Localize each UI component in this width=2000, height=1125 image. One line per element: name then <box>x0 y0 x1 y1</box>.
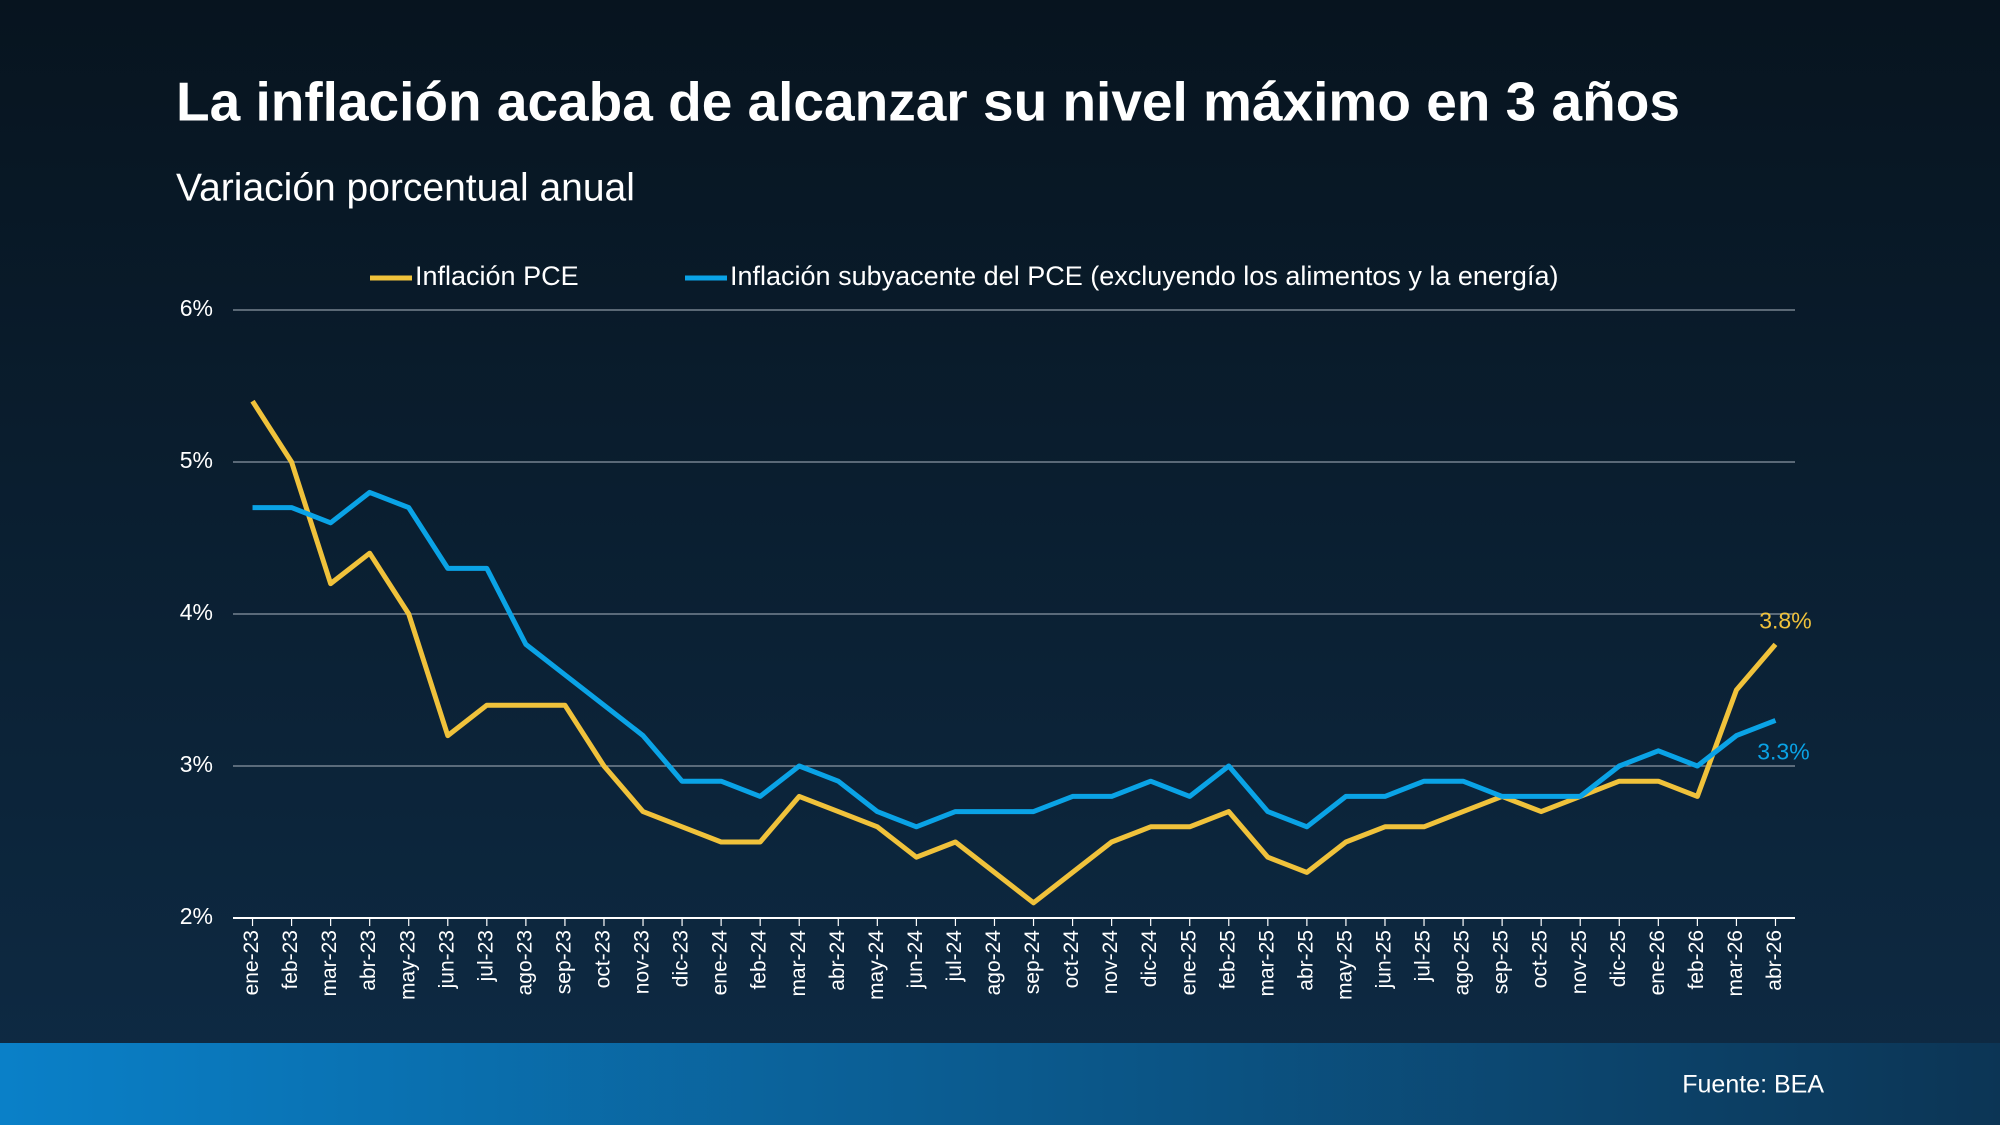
x-tick-label: abr-24 <box>826 930 849 991</box>
x-tick-label: ene-26 <box>1646 930 1669 995</box>
x-tick-label: ene-25 <box>1177 930 1200 995</box>
x-tick-label: may-23 <box>396 930 419 1000</box>
source: Fuente: BEA <box>1682 1071 1824 1099</box>
x-tick-label: dic-24 <box>1138 930 1161 988</box>
footer-bar <box>0 1043 2000 1125</box>
data-label: 3.8% <box>1759 607 1811 633</box>
x-tick-label: mar-23 <box>318 930 341 997</box>
y-tick-label: 2% <box>180 903 213 929</box>
x-tick-label: nov-24 <box>1099 930 1122 995</box>
x-tick-label: ene-23 <box>240 930 263 995</box>
x-tick-label: sep-25 <box>1490 930 1513 994</box>
x-tick-label: dic-25 <box>1607 930 1630 987</box>
legend-label: Inflación subyacente del PCE (excluyendo… <box>730 261 1558 291</box>
x-tick-label: nov-23 <box>631 930 654 994</box>
x-tick-label: oct-25 <box>1529 930 1552 988</box>
x-tick-label: oct-23 <box>592 930 615 988</box>
x-tick-label: abr-23 <box>357 930 380 991</box>
x-tick-label: feb-24 <box>748 930 771 990</box>
x-tick-label: ago-25 <box>1451 930 1474 995</box>
x-tick-label: jul-23 <box>474 930 497 982</box>
x-tick-label: may-24 <box>865 930 888 1000</box>
x-tick-label: feb-26 <box>1685 930 1708 990</box>
x-tick-label: may-25 <box>1333 930 1356 1000</box>
x-tick-label: sep-24 <box>1021 930 1044 995</box>
x-tick-label: jul-25 <box>1412 930 1435 982</box>
chart-subtitle: Variación porcentual anual <box>176 166 635 209</box>
x-tick-label: jun-25 <box>1373 930 1396 989</box>
plot-area: 2% 3% 4% 5% 6% ene-23 feb-23 mar-23 abr-23 may-23… <box>180 261 1812 1000</box>
y-tick-label: 3% <box>180 751 213 777</box>
series-line <box>252 489 1777 830</box>
x-tick-label: nov-25 <box>1568 930 1591 994</box>
x-tick-label: mar-25 <box>1255 930 1278 997</box>
x-tick-label: oct-24 <box>1060 930 1083 989</box>
legend-label: Inflación PCE <box>415 261 579 291</box>
y-tick-label: 5% <box>180 447 213 473</box>
x-tick-label: sep-23 <box>552 930 575 994</box>
data-label: 3.3% <box>1757 738 1809 764</box>
x-tick-label: feb-23 <box>279 930 302 990</box>
series-line <box>250 399 1778 906</box>
x-tick-label: abr-26 <box>1763 930 1786 991</box>
x-tick-label: ago-23 <box>513 930 536 995</box>
x-tick-label: jun-24 <box>904 930 927 990</box>
x-tick-label: ago-24 <box>982 930 1005 996</box>
x-tick-label: jun-23 <box>435 930 458 989</box>
x-tick-label: feb-25 <box>1216 930 1239 990</box>
y-tick-label: 4% <box>180 599 213 625</box>
x-tick-label: mar-26 <box>1724 930 1747 997</box>
x-tick-label: jul-24 <box>943 930 966 983</box>
x-tick-label: mar-24 <box>787 930 810 997</box>
x-tick-label: dic-23 <box>670 930 693 987</box>
y-tick-label: 6% <box>180 295 213 321</box>
chart-title: La inflación acaba de alcanzar su nivel … <box>176 71 1680 133</box>
x-tick-label: abr-25 <box>1294 930 1317 991</box>
x-tick-label: ene-24 <box>709 930 732 996</box>
